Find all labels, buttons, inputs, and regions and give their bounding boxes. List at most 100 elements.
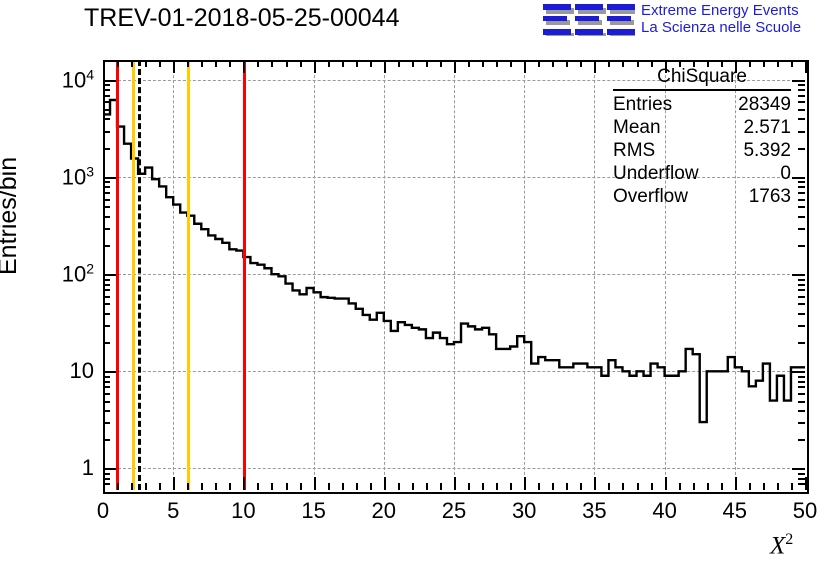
y-axis-tick xyxy=(103,289,110,292)
x-axis-tick xyxy=(439,483,442,490)
x-axis-tick xyxy=(369,60,372,67)
y-axis-tick xyxy=(103,181,110,184)
x-axis-tick xyxy=(664,60,667,73)
plot-area xyxy=(103,60,805,490)
stats-row: RMS 5.392 xyxy=(613,139,791,162)
x-axis-tick xyxy=(159,483,162,490)
x-tick-label: 30 xyxy=(511,498,537,523)
y-axis-tick xyxy=(103,392,110,395)
marker-line-gold-high xyxy=(187,60,191,490)
x-axis-tick xyxy=(692,483,695,490)
stats-row-label: Entries xyxy=(613,94,673,115)
x-axis-tick xyxy=(524,60,527,73)
y-axis-tick xyxy=(103,303,110,306)
x-axis-tick xyxy=(313,60,316,73)
x-axis-tick xyxy=(580,483,583,490)
y-axis-tick xyxy=(798,483,805,486)
x-axis-tick xyxy=(131,483,134,490)
x-axis-tick xyxy=(776,483,779,490)
x-axis-tick xyxy=(790,60,793,67)
y-axis-tick xyxy=(103,215,110,218)
x-axis-tick xyxy=(229,60,232,67)
x-tick-label: 40 xyxy=(652,498,677,523)
y-tick-label: 102 xyxy=(0,260,94,287)
x-axis-tick xyxy=(145,483,148,490)
x-axis-tick xyxy=(748,60,751,67)
x-axis-tick xyxy=(229,483,232,490)
y-axis-tick xyxy=(103,227,110,230)
stats-row-label: Mean xyxy=(613,117,661,138)
stats-row: Underflow 0 xyxy=(613,162,791,185)
y-axis-tick xyxy=(798,192,805,195)
y-axis-tick xyxy=(103,244,110,247)
y-tick-label-exponent: 3 xyxy=(86,163,94,180)
y-axis-tick xyxy=(103,192,110,195)
y-axis-tick xyxy=(103,468,116,471)
x-axis-tick xyxy=(201,483,204,490)
x-axis-tick xyxy=(327,60,330,67)
eee-logo-mark-icon xyxy=(543,4,635,36)
x-axis-tick xyxy=(524,477,527,490)
y-axis-tick xyxy=(103,118,110,121)
x-axis-tick xyxy=(622,483,625,490)
x-tick-label: 25 xyxy=(441,498,467,523)
y-axis-tick xyxy=(792,274,805,277)
x-axis-title-base: X xyxy=(770,532,786,560)
y-axis-tick xyxy=(103,109,110,112)
y-axis-tick xyxy=(103,130,110,133)
gridline-vertical xyxy=(173,60,175,490)
y-axis-tick xyxy=(798,215,805,218)
x-axis-tick xyxy=(145,60,148,67)
x-axis-tick xyxy=(425,483,428,490)
y-axis-tick xyxy=(798,409,805,412)
y-axis-tick xyxy=(103,312,110,315)
y-axis-tick xyxy=(792,468,805,471)
y-axis-tick xyxy=(103,324,110,327)
x-tick-label: 5 xyxy=(167,498,180,523)
x-axis-tick xyxy=(285,483,288,490)
gridline-vertical xyxy=(454,60,455,490)
y-axis-tick xyxy=(103,342,110,345)
x-axis-tick xyxy=(411,483,414,490)
y-axis-tick xyxy=(798,312,805,315)
x-tick-label: 15 xyxy=(301,498,326,523)
x-axis-title-exponent: 2 xyxy=(785,531,794,548)
y-axis-tick xyxy=(798,198,805,201)
y-axis-tick xyxy=(798,206,805,209)
eee-logo-line2: La Scienza nelle Scuole xyxy=(641,19,802,36)
stats-box-divider xyxy=(613,89,791,91)
x-axis-tick xyxy=(327,483,330,490)
y-tick-label: 104 xyxy=(0,66,94,93)
x-tick-label: 20 xyxy=(371,498,397,523)
y-axis-tick xyxy=(798,324,805,327)
y-axis-tick xyxy=(798,278,805,281)
stats-row-value: 1763 xyxy=(748,186,791,207)
y-axis-tick xyxy=(798,130,805,133)
stats-row-value: 5.392 xyxy=(743,140,791,161)
y-axis-tick xyxy=(798,101,805,104)
y-axis-tick xyxy=(103,375,110,378)
y-axis-tick xyxy=(798,295,805,298)
y-tick-label-base: 10 xyxy=(61,164,87,190)
stats-box-rows: Entries 28349 Mean 2.571 RMS 5.392 Underflow 0 O… xyxy=(613,93,791,208)
x-axis-tick xyxy=(271,60,274,67)
y-axis-tick xyxy=(798,118,805,121)
x-axis-tick xyxy=(594,60,597,73)
stats-row-label: Underflow xyxy=(613,163,699,184)
x-axis-tick xyxy=(805,477,807,490)
x-axis-tick xyxy=(299,60,302,67)
x-axis-tick xyxy=(482,60,485,67)
y-axis-tick xyxy=(798,303,805,306)
y-tick-label: 10 xyxy=(69,358,94,384)
x-axis-tick xyxy=(734,60,737,73)
stats-row: Entries 28349 xyxy=(613,93,791,116)
stats-row-value: 0 xyxy=(780,163,791,184)
x-axis-tick xyxy=(706,483,709,490)
x-axis-tick xyxy=(762,60,765,67)
x-axis-tick xyxy=(678,483,681,490)
y-axis-tick xyxy=(792,79,805,82)
y-axis-tick xyxy=(103,89,110,92)
x-axis-tick xyxy=(341,60,344,67)
x-axis-tick xyxy=(538,60,541,67)
y-axis-tick xyxy=(798,227,805,230)
